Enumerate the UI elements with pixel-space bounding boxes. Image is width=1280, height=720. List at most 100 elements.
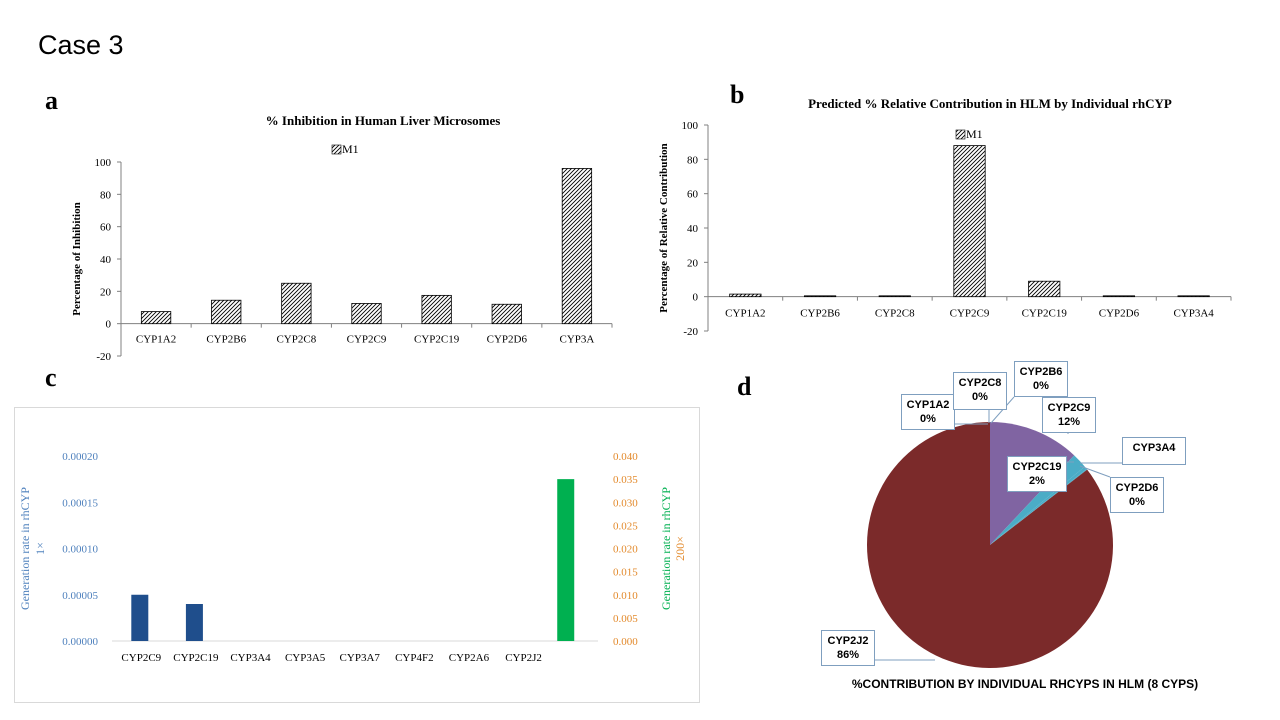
- chart-b-bar-CYP2C9: [953, 145, 986, 298]
- chart-a-y-tick-label: 100: [95, 157, 112, 169]
- chart-c-right-tick-label: 0.040: [613, 451, 638, 463]
- chart-b-y-tick-label: -20: [683, 326, 698, 338]
- chart-a-bar-CYP2B6: [211, 299, 242, 325]
- chart-a-y-tick-label: 60: [100, 222, 112, 234]
- chart-b-legend-label: M1: [966, 127, 983, 141]
- chart-a-legend-label: M1: [342, 142, 359, 156]
- chart-c-right-tick-label: 0.015: [613, 567, 638, 579]
- chart-a-y-tick-label: 40: [100, 254, 112, 266]
- chart-a-x-tick-label: CYP3A: [560, 334, 595, 346]
- pie-label-name: CYP2B6: [1019, 366, 1063, 378]
- chart-a-x-tick-label: CYP2D6: [487, 334, 528, 346]
- chart-b-x-tick-label: CYP2B6: [800, 308, 840, 320]
- pie-label-CYP2C9: CYP2C9 12%: [1042, 397, 1096, 433]
- chart-c-bar-left-CYP2C19: [185, 604, 203, 641]
- chart-c-right-tick-label: 0.030: [613, 497, 638, 509]
- chart-c: 0.00000 0.00005 0.00010 0.00015 0.00020 0.000…: [18, 451, 687, 664]
- pie-label-percent: 0%: [920, 413, 936, 425]
- panel-letter-b: b: [730, 80, 745, 109]
- chart-a-bar-CYP2C19: [421, 294, 452, 325]
- chart-a-x-tick-label: CYP2C8: [276, 334, 316, 346]
- pie-label-CYP2C19: CYP2C19 2%: [1007, 456, 1067, 492]
- pie-label-CYP3A4: CYP3A4: [1122, 437, 1186, 465]
- chart-b-x-tick-label: CYP1A2: [725, 308, 765, 320]
- chart-b-y-label: Percentage of Relative Contribution: [658, 143, 670, 312]
- pie-leader-CYP2B6: [990, 396, 1015, 424]
- chart-d: [866, 396, 1122, 668]
- pie-label-percent: 0%: [1129, 496, 1145, 508]
- pie-label-percent: 0%: [972, 391, 988, 403]
- chart-c-x-tick-label: CYP2A6: [449, 652, 490, 664]
- chart-b-bar-CYP2B6: [803, 295, 837, 298]
- pie-label-name: CYP2J2: [827, 635, 869, 647]
- pie-label-CYP2C8: CYP2C8 0%: [953, 372, 1007, 410]
- chart-b-y-tick-label: 100: [682, 120, 699, 132]
- pie-label-name: CYP1A2: [906, 399, 950, 411]
- pie-label-CYP2B6: CYP2B6 0%: [1014, 361, 1068, 397]
- chart-c-x-tick-label: CYP2J2: [505, 652, 542, 664]
- chart-c-left-tick-label: 0.00000: [62, 636, 98, 648]
- chart-a-x-tick-label: CYP1A2: [136, 334, 176, 346]
- chart-c-left-tick-label: 0.00015: [62, 497, 98, 509]
- chart-c-right-label: Generation rate in rhCYP: [659, 487, 673, 610]
- chart-c-bar-right-CYP2J2: [557, 479, 575, 641]
- chart-a-y-tick-label: 20: [100, 286, 112, 298]
- chart-b-legend-swatch: [955, 129, 966, 140]
- chart-c-x-tick-label: CYP3A7: [340, 652, 381, 664]
- chart-c-right-tick-label: 0.025: [613, 520, 638, 532]
- chart-a-x-tick-label: CYP2C19: [414, 334, 460, 346]
- chart-a-title: % Inhibition in Human Liver Microsomes: [266, 113, 501, 128]
- chart-a-x-tick-label: CYP2C9: [347, 334, 387, 346]
- chart-b-x-tick-label: CYP2D6: [1099, 308, 1140, 320]
- chart-c-right-tick-label: 0.010: [613, 590, 638, 602]
- chart-a-bar-CYP2D6: [491, 303, 522, 325]
- chart-c-left-tick-label: 0.00005: [62, 590, 98, 602]
- chart-a-y-tick-label: 0: [106, 319, 112, 331]
- chart-a-legend-swatch: [331, 144, 342, 155]
- chart-b-y-tick-label: 20: [687, 257, 699, 269]
- pie-label-percent: 86%: [836, 649, 860, 661]
- chart-b-bar-CYP2C8: [878, 295, 911, 298]
- chart-c-right-tick-label: 0.020: [613, 544, 638, 556]
- chart-b-x-tick-label: CYP3A4: [1173, 308, 1214, 320]
- pie-label-percent: 2%: [1029, 475, 1045, 487]
- pie-label-CYP2J2: CYP2J2 86%: [821, 630, 875, 666]
- chart-b-title: Predicted % Relative Contribution in HLM…: [808, 96, 1172, 111]
- chart-b-x-tick-label: CYP2C9: [950, 308, 990, 320]
- chart-c-left-sublabel: 1×: [33, 542, 47, 555]
- pie-label-name: CYP2D6: [1115, 482, 1159, 494]
- chart-b-x-tick-label: CYP2C19: [1022, 308, 1068, 320]
- chart-c-x-tick-label: CYP2C9: [121, 652, 161, 664]
- chart-c-left-tick-label: 0.00010: [62, 544, 98, 556]
- panel-letter-a: a: [45, 86, 58, 115]
- chart-c-right-tick-label: 0.035: [613, 474, 638, 486]
- chart-c-left-tick-label: 0.00020: [62, 451, 98, 463]
- chart-c-right-tick-label: 0.005: [613, 613, 638, 625]
- chart-b-y-tick-label: 60: [687, 189, 699, 201]
- chart-a-y-tick-label: 80: [100, 189, 112, 201]
- chart-c-x-tick-label: CYP4F2: [395, 652, 434, 664]
- chart-a-bar-CYP2C9: [351, 303, 382, 325]
- chart-c-right-sublabel: 200×: [673, 536, 687, 561]
- chart-a-y-label: Percentage of Inhibition: [71, 202, 83, 315]
- pie-label-percent: 0%: [1033, 380, 1049, 392]
- chart-c-right-tick-label: 0.000: [613, 636, 638, 648]
- chart-c-x-tick-label: CYP2C19: [173, 652, 219, 664]
- pie-label-name: CYP2C8: [958, 377, 1002, 389]
- chart-b-y-tick-label: 0: [693, 292, 699, 304]
- chart-a-bar-CYP3A: [561, 168, 593, 325]
- chart-b-y-tick-label: 40: [687, 223, 699, 235]
- pie-leader-CYP2D6: [1079, 465, 1111, 478]
- chart-a-y-tick-label: -20: [96, 351, 111, 363]
- pie-label-percent: 12%: [1057, 416, 1081, 428]
- chart-c-left-label: Generation rate in rhCYP: [18, 487, 32, 610]
- chart-b-bar-CYP1A2: [729, 293, 762, 298]
- pie-label-CYP1A2: CYP1A2 0%: [901, 394, 955, 430]
- panel-letter-d: d: [737, 372, 752, 401]
- chart-b-bar-CYP3A4: [1177, 295, 1210, 298]
- chart-a-x-tick-label: CYP2B6: [206, 334, 246, 346]
- slide-title: Case 3: [38, 30, 124, 60]
- chart-b-x-tick-label: CYP2C8: [875, 308, 915, 320]
- pie-label-name: CYP2C9: [1047, 402, 1091, 414]
